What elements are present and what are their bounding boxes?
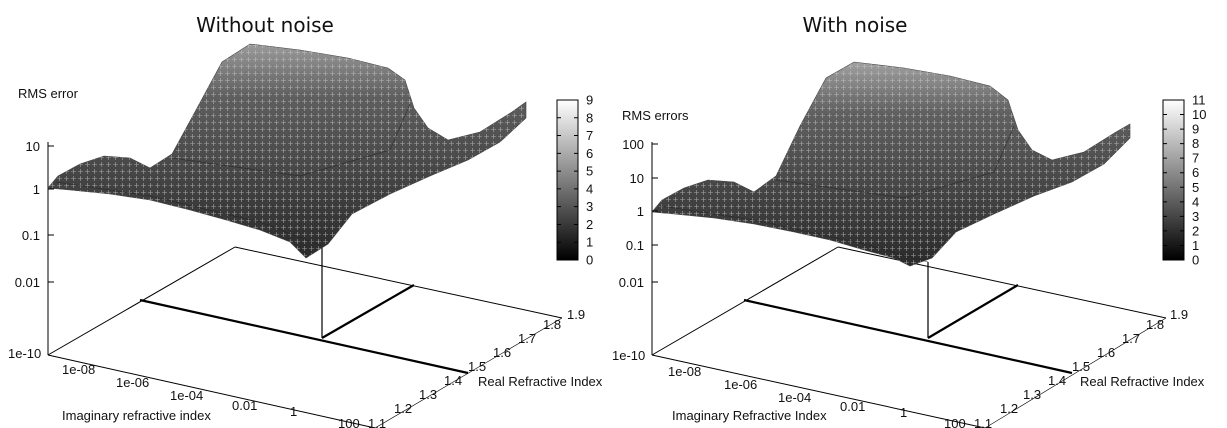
colorbar-tick-label: 9 — [1192, 122, 1199, 137]
colorbar-tick-label: 6 — [1192, 165, 1199, 180]
colorbar-tick-label: 4 — [586, 181, 593, 196]
colorbar-tick-label: 0 — [586, 253, 593, 268]
y-tick: 1.8 — [543, 317, 561, 332]
y-tick: 1.9 — [567, 307, 585, 322]
colorbar-tick-label: 3 — [586, 199, 593, 214]
colorbar-tick-label: 4 — [1192, 194, 1199, 209]
panel-without-noise: Without noise RMS error 10 1 0.1 0.01 — [8, 13, 603, 428]
floor-plane — [47, 142, 563, 428]
colorbar-tick-label: 1 — [1192, 238, 1199, 253]
x-tick: 1e-06 — [724, 377, 757, 392]
y-tick: 1.3 — [1023, 387, 1041, 402]
x-tick: 1 — [290, 404, 297, 419]
y-tick: 1.7 — [518, 331, 536, 346]
y-tick: 1.2 — [394, 401, 412, 416]
x-tick: 0.01 — [840, 399, 865, 414]
colorbar-tick-label: 5 — [586, 164, 593, 179]
x-axis-label: Imaginary Refractive Index — [672, 408, 827, 423]
x-tick: 0.01 — [232, 398, 257, 413]
z-tick: 1 — [637, 204, 644, 219]
y-axis: 1.1 1.2 1.3 1.4 1.5 1.6 1.7 1.8 1.9 Real… — [974, 307, 1205, 428]
y-axis-label: Real Refractive Index — [1080, 374, 1205, 389]
x-tick: 100 — [944, 416, 966, 428]
y-tick: 1.3 — [419, 387, 437, 402]
colorbar-tick-label: 8 — [1192, 136, 1199, 151]
colorbar: 9 8 7 6 5 4 3 2 1 0 — [556, 93, 593, 268]
y-tick: 1.1 — [974, 416, 992, 428]
colorbar-tick-label: 9 — [586, 93, 593, 108]
colorbar-tick-label: 2 — [586, 217, 593, 232]
y-axis-label: Real Refractive Index — [478, 374, 603, 389]
z-tick: 0.1 — [22, 228, 40, 243]
y-tick: 1.4 — [444, 373, 462, 388]
colorbar-tick-label: 11 — [1192, 93, 1206, 108]
z-tick: 0.01 — [619, 275, 644, 290]
colorbar-tick-label: 7 — [1192, 151, 1199, 166]
x-tick: 1e-06 — [116, 375, 149, 390]
x-tick: 1e-10 — [8, 346, 41, 361]
x-tick: 1e-04 — [170, 388, 203, 403]
z-axis-label: RMS error — [18, 86, 79, 101]
colorbar-tick-label: 8 — [586, 110, 593, 125]
y-tick: 1.6 — [493, 345, 511, 360]
y-tick: 1.5 — [468, 359, 486, 374]
z-tick: 0.01 — [15, 275, 40, 290]
x-tick: 1e-10 — [612, 348, 645, 363]
x-axis-label: Imaginary refractive index — [62, 408, 211, 423]
y-tick: 1.6 — [1097, 345, 1115, 360]
colorbar-tick-label: 1 — [586, 235, 593, 250]
chart-title: With noise — [803, 13, 908, 37]
z-tick: 10 — [630, 171, 644, 186]
colorbar-tick-label: 5 — [1192, 180, 1199, 195]
x-axis: 1e-10 1e-08 1e-06 1e-04 0.01 1 100 Imagi… — [612, 348, 966, 428]
colorbar-tick-label: 3 — [1192, 209, 1199, 224]
y-tick: 1.8 — [1146, 317, 1164, 332]
x-tick: 1e-08 — [668, 364, 701, 379]
surface-plot — [651, 61, 1131, 267]
colorbar-tick-label: 7 — [586, 128, 593, 143]
floor-plane — [651, 142, 1167, 428]
y-axis: 1.1 1.2 1.3 1.4 1.5 1.6 1.7 1.8 1.9 Real… — [368, 307, 603, 428]
chart-title: Without noise — [196, 13, 334, 37]
y-tick: 1.2 — [1000, 401, 1018, 416]
y-tick: 1.5 — [1072, 359, 1090, 374]
y-tick: 1.9 — [1170, 307, 1188, 322]
z-tick: 1 — [33, 182, 40, 197]
y-tick: 1.7 — [1122, 331, 1140, 346]
colorbar-tick-label: 2 — [1192, 223, 1199, 238]
y-tick: 1.4 — [1048, 373, 1066, 388]
x-tick: 1 — [900, 405, 907, 420]
z-axis: 10 1 0.1 0.01 — [15, 139, 54, 290]
z-tick: 10 — [26, 139, 40, 154]
x-axis: 1e-10 1e-08 1e-06 1e-04 0.01 1 100 Imagi… — [8, 346, 360, 428]
x-tick: 1e-08 — [62, 362, 95, 377]
panel-with-noise: With noise RMS errors 100 10 1 0.1 0.01 — [612, 13, 1206, 428]
colorbar-tick-label: 0 — [1192, 253, 1199, 268]
x-tick: 100 — [338, 416, 360, 428]
y-tick: 1.1 — [368, 416, 386, 428]
x-tick: 1e-04 — [778, 390, 811, 405]
surface-plot — [47, 43, 527, 259]
z-tick: 0.1 — [626, 238, 644, 253]
z-tick: 100 — [622, 137, 644, 152]
colorbar-tick-label: 6 — [586, 146, 593, 161]
colorbar-tick-label: 10 — [1192, 107, 1206, 122]
z-axis-label: RMS errors — [622, 108, 689, 123]
z-axis: 100 10 1 0.1 0.01 — [619, 137, 658, 290]
